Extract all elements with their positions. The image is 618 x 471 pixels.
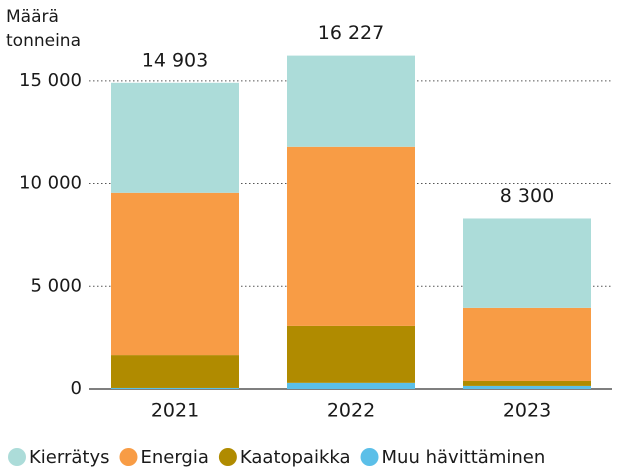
bar-segment [463,218,591,308]
bar-segment [287,146,415,326]
y-tick-label: 0 [71,378,82,399]
bar-segment [111,192,239,356]
total-label: 8 300 [500,185,554,207]
bar-segment [111,387,239,389]
total-label: 14 903 [142,49,208,71]
bar-segment [287,55,415,147]
bar-segment [463,380,591,386]
legend-swatch [8,448,26,466]
legend-label: Kierrätys [29,447,109,468]
legend-label: Energia [140,447,208,468]
y-axis-title: tonneina [6,31,81,51]
bar-segment [111,82,239,193]
x-tick-label: 2023 [503,400,551,422]
x-tick-label: 2022 [327,400,375,422]
legend-label: Kaatopaikka [240,447,351,468]
bar-segment [463,307,591,381]
bar-segment [463,385,591,389]
bar-segment [287,382,415,389]
legend-swatch [360,448,379,466]
bar-segment [111,355,239,388]
legend-label: Muu hävittäminen [382,447,546,468]
bar-segment [287,325,415,383]
legend-swatch [218,448,237,466]
y-tick-label: 15 000 [19,70,82,91]
x-tick-label: 2021 [151,400,199,422]
y-tick-label: 10 000 [19,173,82,194]
y-axis-title: Määrä [6,7,59,27]
y-tick-label: 5 000 [30,275,82,296]
total-label: 16 227 [318,22,384,44]
legend-swatch [119,448,138,466]
